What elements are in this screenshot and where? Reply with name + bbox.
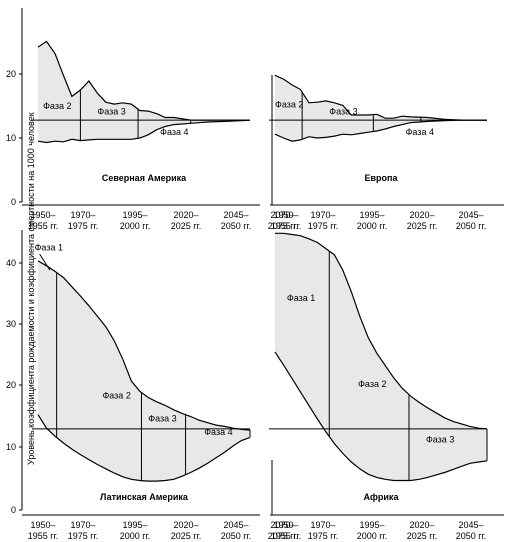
rate-gap-area — [275, 75, 487, 142]
y-tick-label: 10 — [6, 133, 16, 143]
x-tick-label: 1970– — [70, 520, 95, 530]
phase-label: Фаза 1 — [287, 293, 315, 303]
birth-rate-line — [37, 260, 251, 431]
phase-label: Фаза 3 — [329, 106, 357, 116]
x-tick-label: 1970– — [310, 520, 335, 530]
phase-label: Фаза 4 — [160, 127, 188, 137]
x-tick-label: 2020– — [173, 210, 198, 220]
x-tick-label: 2070– — [270, 520, 295, 530]
y-axis-label: Уровень коэффициента рождаемости и коэфф… — [26, 112, 36, 465]
birth-rate-line — [274, 74, 487, 121]
region-title: Северная Америка — [102, 173, 187, 183]
x-tick-label: 2000 гг. — [120, 531, 151, 541]
x-tick-label: 2045– — [223, 210, 248, 220]
x-tick-label: 1955 гг. — [28, 221, 59, 231]
x-tick-label: 2025 гг. — [171, 221, 202, 231]
x-tick-label: 1950– — [30, 210, 55, 220]
x-tick-label: 2020– — [409, 520, 434, 530]
rate-gap-area — [38, 41, 250, 143]
x-tick-label: 1970– — [70, 210, 95, 220]
x-tick-label: 2000 гг. — [120, 221, 151, 231]
y-tick-label: 0 — [11, 197, 16, 207]
x-tick-label: 1975 гг. — [68, 531, 99, 541]
x-tick-label: 2025 гг. — [171, 531, 202, 541]
x-tick-label: 2075 гг. — [268, 221, 299, 231]
x-tick-label: 2050 гг. — [221, 221, 252, 231]
x-tick-label: 1955 гг. — [271, 531, 302, 541]
x-tick-label: 1950– — [273, 520, 298, 530]
death-rate-line — [37, 414, 251, 482]
phase-label: Фаза 2 — [275, 99, 303, 109]
chart-panel: Фаза 2 Фаза 3 Фаза 4 Северная Америка — [32, 40, 251, 183]
region-title: Европа — [365, 173, 399, 183]
x-tick-label: 1950– — [30, 520, 55, 530]
x-tick-label: 2070– — [270, 210, 295, 220]
phase-label: Фаза 4 — [204, 427, 232, 437]
phase-label: Фаза 3 — [426, 434, 454, 444]
x-tick-label: 2045– — [223, 520, 248, 530]
y-tick-label: 20 — [6, 380, 16, 390]
region-title: Африка — [364, 492, 400, 502]
x-tick-label: 1995– — [122, 520, 147, 530]
chart-panel: Фаза 1 Фаза 2 Фаза 3 Фаза 4 Латинская Америк… — [32, 242, 251, 502]
x-tick-label: 2045– — [458, 520, 483, 530]
x-tick-label: 1950– — [273, 210, 298, 220]
rate-gap-area — [275, 233, 487, 481]
y-tick-label: 40 — [6, 258, 16, 268]
x-tick-label: 1995– — [359, 520, 384, 530]
phase-label: Фаза 2 — [102, 391, 130, 401]
x-tick-label: 2050 гг. — [221, 531, 252, 541]
x-tick-label: 2000 гг. — [357, 531, 388, 541]
x-tick-label: 2050 гг. — [456, 221, 487, 231]
x-tick-label: 1975 гг. — [308, 221, 339, 231]
birth-rate-line — [275, 232, 488, 430]
chart-panel: Фаза 1 Фаза 2 Фаза 3 Африка — [269, 232, 488, 502]
x-tick-label: 1995– — [122, 210, 147, 220]
x-tick-label: 2000 гг. — [357, 221, 388, 231]
x-tick-label: 2050 гг. — [456, 531, 487, 541]
y-tick-label: 20 — [6, 69, 16, 79]
phase-label: Фаза 2 — [43, 101, 71, 111]
rate-gap-area — [38, 260, 250, 482]
x-tick-label: 1975 гг. — [308, 531, 339, 541]
y-tick-label: 0 — [11, 505, 16, 515]
x-tick-label: 1970– — [310, 210, 335, 220]
death-rate-line — [37, 119, 251, 144]
x-tick-label: 2075 гг. — [268, 531, 299, 541]
y-tick-label: 10 — [6, 442, 16, 452]
x-tick-label: 1995– — [359, 210, 384, 220]
x-tick-label: 1955 гг. — [271, 221, 302, 231]
y-tick-label: 30 — [6, 319, 16, 329]
phase-label: Фаза 4 — [406, 127, 434, 137]
chart-panel: Фаза 2 Фаза 3 Фаза 4 Европа — [269, 74, 487, 183]
x-tick-label: 2025 гг. — [407, 531, 438, 541]
x-tick-label: 1955 гг. — [28, 531, 59, 541]
death-rate-line — [274, 119, 487, 142]
x-tick-label: 2025 гг. — [407, 221, 438, 231]
x-tick-label: 2045– — [458, 210, 483, 220]
x-tick-label: 1975 гг. — [68, 221, 99, 231]
phase-1-pointer — [39, 253, 51, 271]
phase-label: Фаза 1 — [35, 242, 63, 252]
death-rate-line — [274, 351, 488, 482]
phase-label: Фаза 2 — [358, 379, 386, 389]
phase-label: Фаза 3 — [148, 413, 176, 423]
phase-label: Фаза 3 — [97, 106, 125, 116]
x-tick-label: 2020– — [173, 520, 198, 530]
x-tick-label: 2020– — [409, 210, 434, 220]
region-title: Латинская Америка — [100, 492, 189, 502]
